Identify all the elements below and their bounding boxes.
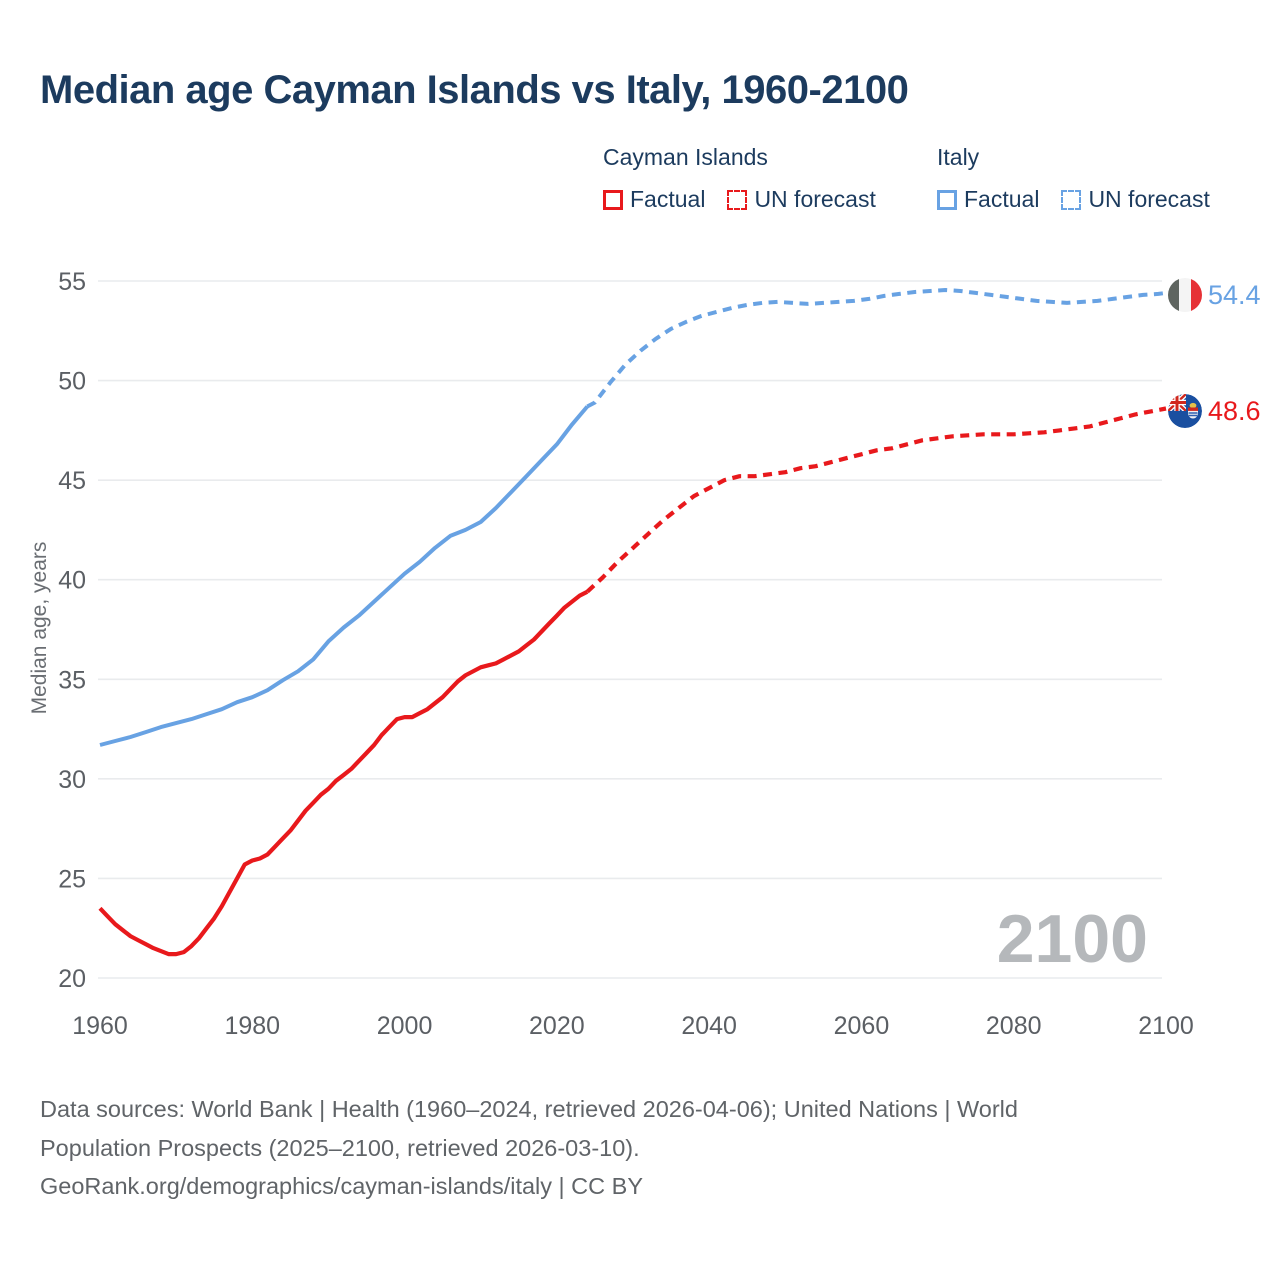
solid-red-swatch-icon [603, 189, 623, 210]
y-tick-25: 25 [58, 865, 86, 893]
x-axis-tick-labels: 1960 1980 2000 2020 2040 2060 2080 2100 [72, 1012, 1194, 1040]
legend-item-label: UN forecast [1088, 186, 1210, 212]
gridlines [98, 280, 1162, 979]
x-tick-2060: 2060 [834, 1012, 890, 1040]
series-line-italy-forecast [586, 288, 1167, 409]
line-chart: 2100 55 50 45 40 35 30 25 20 1960 1980 2000 2020 20… [28, 268, 1194, 1040]
y-tick-35: 35 [58, 666, 86, 694]
italy-end-value: 54.4 [1208, 280, 1261, 310]
legend-group-title: Cayman Islands [603, 144, 768, 170]
legend-item-cayman-factual[interactable]: Factual [603, 186, 705, 213]
italy-flag-icon [1168, 278, 1202, 312]
y-tick-40: 40 [58, 567, 86, 595]
x-tick-1960: 1960 [72, 1012, 128, 1040]
y-tick-30: 30 [58, 766, 86, 794]
cayman-crest [1188, 402, 1198, 419]
y-axis-tick-labels: 55 50 45 40 35 30 25 20 [58, 268, 86, 993]
x-tick-2000: 2000 [377, 1012, 433, 1040]
x-tick-2040: 2040 [681, 1012, 737, 1040]
cayman-islands-flag-icon [1168, 394, 1202, 428]
x-tick-2100: 2100 [1138, 1012, 1194, 1040]
solid-blue-swatch-icon [937, 189, 957, 210]
legend-item-label: UN forecast [754, 186, 876, 212]
footer: Data sources: World Bank | Health (1960–… [40, 1090, 1200, 1206]
y-tick-50: 50 [58, 368, 86, 396]
cayman-flag-graphic [1168, 394, 1202, 428]
series-line-italy-factual [99, 405, 589, 747]
series-line-cayman-forecast [585, 406, 1167, 594]
y-tick-45: 45 [58, 467, 86, 495]
y-axis-title: Median age, years [28, 542, 51, 715]
x-tick-2080: 2080 [986, 1012, 1042, 1040]
page-title: Median age Cayman Islands vs Italy, 1960… [40, 68, 909, 112]
dashed-red-swatch-icon [727, 189, 748, 210]
legend-item-italy-factual[interactable]: Factual [937, 186, 1039, 213]
series-lines [98, 288, 1167, 957]
italy-flag-green-stripe [1168, 278, 1180, 312]
x-tick-2020: 2020 [529, 1012, 585, 1040]
data-sources-line-2: Population Prospects (2025–2100, retriev… [40, 1134, 640, 1161]
legend-item-label: Factual [630, 186, 706, 212]
italy-flag-red-stripe [1190, 278, 1202, 312]
series-line-cayman-factual [98, 589, 589, 957]
x-tick-1980: 1980 [224, 1012, 280, 1040]
y-tick-20: 20 [58, 965, 86, 993]
georank-source-link[interactable]: GeoRank.org/demographics/cayman-islands/… [40, 1173, 644, 1199]
legend-item-cayman-forecast[interactable]: UN forecast [727, 186, 876, 213]
legend-group-title: Italy [937, 144, 980, 170]
watermark-year: 2100 [997, 901, 1148, 977]
italy-flag-white-stripe [1179, 278, 1191, 312]
y-tick-55: 55 [58, 268, 86, 296]
legend-item-italy-forecast[interactable]: UN forecast [1061, 186, 1210, 213]
legend-group-cayman-islands: Cayman Islands Factual UN forecast [603, 144, 876, 213]
data-sources-line-1: Data sources: World Bank | Health (1960–… [40, 1096, 1018, 1122]
legend-item-label: Factual [964, 186, 1040, 212]
legend-group-italy: Italy Factual UN forecast [937, 144, 1210, 213]
cayman-end-value: 48.6 [1208, 396, 1261, 426]
dashed-blue-swatch-icon [1061, 189, 1082, 210]
